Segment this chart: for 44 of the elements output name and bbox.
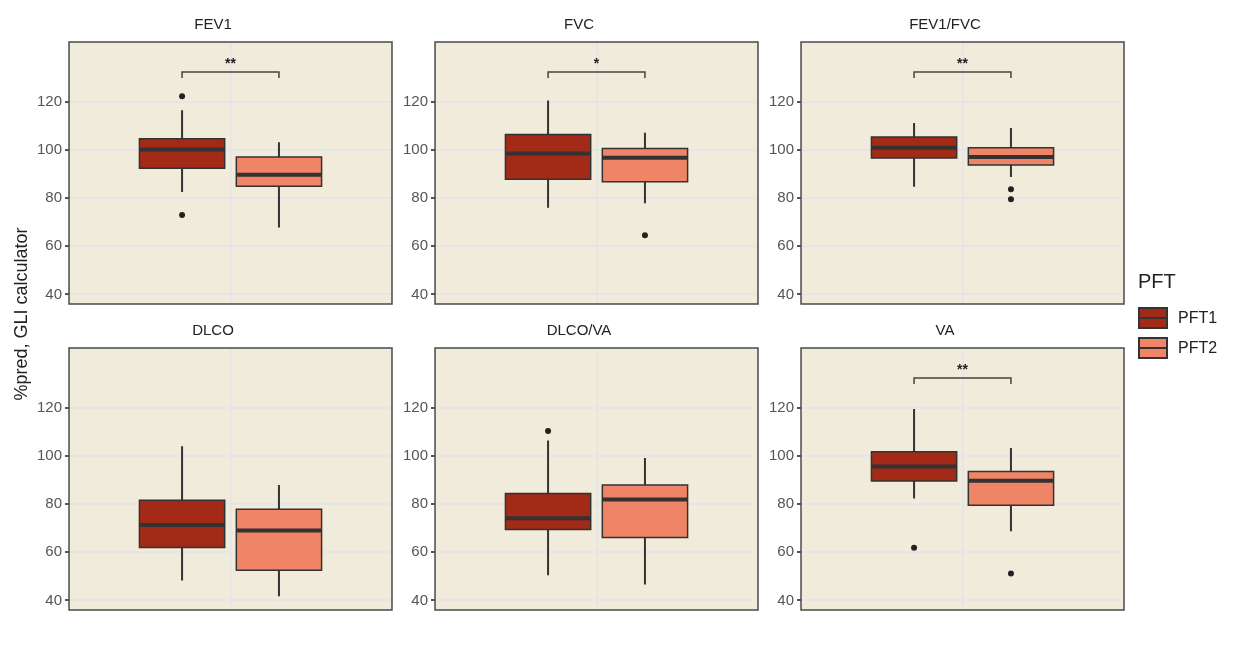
chart-title: DLCO/VA	[546, 321, 612, 339]
y-tick-label: 40	[45, 284, 63, 302]
y-tick-label: 40	[411, 590, 429, 608]
y-tick-label: 40	[777, 590, 795, 608]
legend-title: PFT	[1138, 269, 1177, 293]
chart-title: VA	[935, 321, 955, 339]
y-tick-label: 120	[37, 92, 63, 110]
chart-title: DLCO	[192, 321, 234, 339]
chart-title: FEV1/FVC	[909, 15, 982, 33]
y-tick-label: 60	[45, 236, 63, 254]
y-tick-label: 100	[769, 446, 795, 464]
y-tick-label: 60	[777, 236, 795, 254]
y-tick-label: 40	[777, 284, 795, 302]
y-tick-label: 120	[769, 398, 795, 416]
y-tick-label: 60	[777, 542, 795, 560]
annotation: **	[225, 54, 237, 71]
y-tick-label: 40	[411, 284, 429, 302]
y-tick-label: 120	[769, 92, 795, 110]
y-tick-label: 100	[403, 140, 429, 158]
y-tick-label: 60	[45, 542, 63, 560]
y-tick-label: 100	[403, 446, 429, 464]
y-tick-label: 80	[777, 494, 795, 512]
y-tick-label: 80	[411, 494, 429, 512]
y-tick-label: 80	[777, 188, 795, 206]
y-tick-label: 120	[37, 398, 63, 416]
y-tick-label: 120	[403, 92, 429, 110]
y-tick-label: 100	[769, 140, 795, 158]
annotation: *	[593, 54, 600, 71]
chart-title: FVC	[564, 15, 595, 33]
annotation: **	[957, 360, 969, 377]
y-axis-title: %pred, GLI calculator	[10, 227, 32, 401]
legend-label: PFT1	[1178, 308, 1218, 327]
y-tick-label: 100	[37, 140, 63, 158]
y-tick-label: 120	[403, 398, 429, 416]
y-tick-label: 60	[411, 236, 429, 254]
y-tick-label: 80	[45, 188, 63, 206]
y-tick-label: 80	[45, 494, 63, 512]
y-tick-label: 100	[37, 446, 63, 464]
y-tick-label: 40	[45, 590, 63, 608]
legend-label: PFT2	[1178, 338, 1218, 357]
y-tick-label: 60	[411, 542, 429, 560]
annotation: **	[957, 54, 969, 71]
y-tick-label: 80	[411, 188, 429, 206]
chart-title: FEV1	[194, 15, 232, 33]
